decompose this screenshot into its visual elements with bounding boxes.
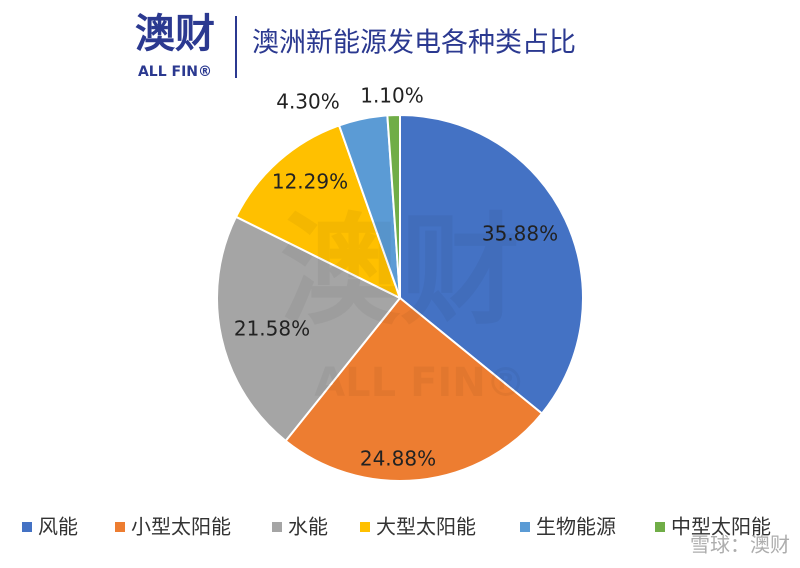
pie: 35.88% 24.88% 21.58% 12.29% 4.30% 1.10% bbox=[216, 84, 584, 482]
legend-swatch bbox=[22, 522, 32, 532]
legend-label: 小型太阳能 bbox=[131, 515, 231, 539]
legend-label: 中型太阳能 bbox=[671, 515, 771, 539]
watermark-logo-sub: ALL FIN® bbox=[314, 360, 526, 406]
pie-slice bbox=[284, 296, 544, 482]
watermark: 雪球：澳财 bbox=[690, 533, 790, 557]
logo: 澳财 bbox=[135, 11, 215, 57]
data-label: 12.29% bbox=[272, 170, 348, 194]
legend-swatch bbox=[272, 522, 282, 532]
watermark-logo: 澳财 bbox=[280, 203, 520, 342]
legend-label: 水能 bbox=[288, 515, 328, 539]
legend-label: 风能 bbox=[38, 515, 78, 539]
legend-swatch bbox=[655, 522, 665, 532]
pie-slice bbox=[386, 113, 401, 299]
chart-title: 澳洲新能源发电各种类占比 bbox=[252, 28, 576, 59]
data-label: 4.30% bbox=[276, 90, 340, 114]
legend-swatch bbox=[520, 522, 530, 532]
data-label: 1.10% bbox=[360, 84, 424, 108]
legend: 风能 小型太阳能 水能 大型太阳能 生物能源 中型太阳能 bbox=[22, 515, 771, 539]
data-label: 35.88% bbox=[482, 222, 558, 246]
legend-swatch bbox=[115, 522, 125, 532]
data-label: 21.58% bbox=[234, 317, 310, 341]
data-label: 24.88% bbox=[360, 447, 436, 471]
legend-label: 大型太阳能 bbox=[376, 515, 476, 539]
logo-sub: ALL FIN® bbox=[138, 64, 212, 80]
legend-swatch bbox=[360, 522, 370, 532]
pie-slice bbox=[399, 113, 584, 415]
pie-slice bbox=[216, 215, 402, 443]
pie-slice bbox=[234, 124, 402, 300]
legend-label: 生物能源 bbox=[536, 515, 616, 539]
